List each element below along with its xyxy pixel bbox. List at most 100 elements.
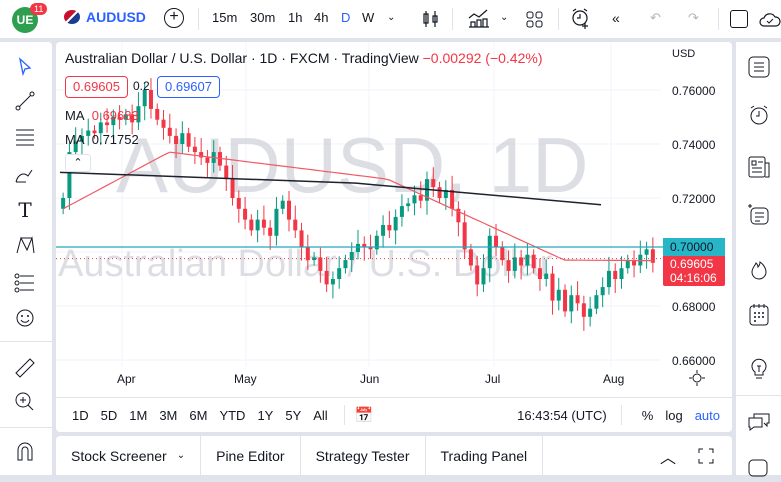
magnet-icon[interactable] bbox=[12, 438, 38, 464]
time-label: May bbox=[234, 372, 257, 386]
divider bbox=[198, 8, 199, 30]
prediction-icon[interactable] bbox=[12, 270, 38, 296]
divider bbox=[718, 8, 719, 30]
brush-icon[interactable] bbox=[12, 162, 38, 188]
last-price-label: 0.69605 04:16:06 bbox=[663, 256, 725, 286]
candles-chart-icon[interactable] bbox=[423, 10, 439, 28]
alerts-clock-icon[interactable] bbox=[746, 102, 772, 128]
cloud-save-icon[interactable] bbox=[759, 10, 781, 28]
utc-clock[interactable]: 16:43:54 (UTC) bbox=[517, 407, 607, 423]
pine-scripts-icon[interactable] bbox=[746, 202, 772, 228]
divider bbox=[0, 341, 52, 342]
last-price: 0.69605 bbox=[670, 257, 714, 271]
divider bbox=[620, 405, 622, 425]
maximize-icon[interactable] bbox=[698, 448, 714, 464]
sell-button[interactable]: 0.69605 bbox=[65, 76, 128, 98]
range-all[interactable]: All bbox=[313, 407, 328, 423]
emoji-icon[interactable] bbox=[12, 305, 38, 331]
divider bbox=[452, 8, 453, 30]
price-label: 0.72000 bbox=[672, 192, 716, 206]
interval-15m[interactable]: 15m bbox=[212, 10, 238, 25]
hline-price-label: 0.70000 bbox=[663, 238, 725, 256]
redo-icon[interactable]: ↷ bbox=[688, 10, 699, 25]
tab-strategy-tester[interactable]: Strategy Tester bbox=[301, 436, 426, 475]
tab-label: Strategy Tester bbox=[315, 447, 410, 464]
tab-label: Trading Panel bbox=[440, 447, 528, 464]
compare-add-icon[interactable]: + bbox=[164, 8, 184, 28]
price-change: −0.00292 (−0.42%) bbox=[422, 50, 543, 66]
alert-clock-icon[interactable] bbox=[570, 7, 592, 29]
log-toggle[interactable]: log bbox=[665, 407, 683, 423]
collapse-legend-button[interactable]: ⌃ bbox=[65, 154, 91, 172]
range-1d[interactable]: 1D bbox=[72, 407, 89, 423]
chart-legend-title: Australian Dollar / U.S. Dollar · 1D · F… bbox=[65, 50, 543, 66]
range-1y[interactable]: 1Y bbox=[257, 407, 274, 423]
right-widget-bar bbox=[736, 42, 781, 477]
zoom-in-icon[interactable] bbox=[12, 389, 38, 415]
range-3m[interactable]: 3M bbox=[159, 407, 178, 423]
range-5y[interactable]: 5Y bbox=[285, 407, 302, 423]
tab-trading-panel[interactable]: Trading Panel bbox=[426, 436, 544, 475]
news-icon[interactable] bbox=[746, 154, 772, 180]
buy-button[interactable]: 0.69607 bbox=[157, 76, 220, 98]
text-tool-icon[interactable]: T bbox=[18, 198, 32, 222]
interval-1h[interactable]: 1h bbox=[288, 10, 303, 25]
chevron-down-icon: ⌄ bbox=[176, 450, 186, 461]
hotlists-flame-icon[interactable] bbox=[746, 256, 772, 282]
indicators-icon[interactable] bbox=[468, 8, 490, 28]
ma-fast-legend[interactable]: MA 0.69683 bbox=[65, 108, 139, 123]
chevron-down-icon[interactable]: ⌄ bbox=[387, 12, 396, 23]
ma-label: MA bbox=[65, 108, 85, 123]
cursor-arrow-icon[interactable] bbox=[12, 54, 38, 80]
price-label: 0.76000 bbox=[672, 84, 716, 98]
interval-w[interactable]: W bbox=[362, 10, 375, 25]
ma-slow-legend[interactable]: MA 0.71752 bbox=[65, 132, 139, 147]
tab-stock-screener[interactable]: Stock Screener ⌄ bbox=[56, 436, 202, 475]
time-label: Jun bbox=[360, 372, 380, 386]
ma-label: MA bbox=[65, 132, 85, 147]
currency-flag-icon bbox=[64, 10, 80, 24]
auto-scale-toggle[interactable]: auto bbox=[694, 407, 720, 423]
ideas-lightbulb-icon[interactable] bbox=[746, 354, 772, 380]
ma-value: 0.71752 bbox=[91, 132, 139, 147]
fullscreen-square-icon[interactable] bbox=[730, 10, 748, 28]
divider bbox=[343, 405, 345, 425]
drawing-toolbar: T bbox=[0, 42, 52, 475]
symbol-description: Australian Dollar / U.S. Dollar · 1D · F… bbox=[65, 50, 419, 66]
fib-lines-icon[interactable] bbox=[12, 124, 38, 150]
go-to-date-icon[interactable]: 📅 bbox=[354, 407, 374, 424]
ruler-icon[interactable] bbox=[12, 355, 38, 381]
interval-30m[interactable]: 30m bbox=[250, 10, 276, 25]
time-label: Aug bbox=[603, 372, 625, 386]
divider bbox=[0, 427, 52, 428]
percent-toggle[interactable]: % bbox=[641, 407, 654, 423]
undo-icon[interactable]: ↶ bbox=[650, 10, 661, 25]
tab-pine-editor[interactable]: Pine Editor bbox=[201, 436, 301, 475]
price-label: 0.66000 bbox=[672, 354, 716, 368]
tab-label: Pine Editor bbox=[216, 447, 285, 464]
bottom-panel-tabs: Stock Screener ⌄ Pine Editor Strategy Tes… bbox=[56, 436, 732, 475]
range-1m[interactable]: 1M bbox=[129, 407, 148, 423]
price-chart-canvas[interactable]: AUDUSD, 1D Australian Dollar / U.S. Dolla… bbox=[56, 42, 732, 397]
chevron-up-icon[interactable]: ︿ bbox=[659, 449, 676, 467]
help-icon[interactable] bbox=[746, 456, 772, 482]
trend-line-icon[interactable] bbox=[12, 88, 38, 114]
symbol-search[interactable]: AUDUSD bbox=[64, 9, 146, 25]
chevron-down-icon[interactable]: ⌄ bbox=[500, 12, 509, 23]
range-6m[interactable]: 6M bbox=[189, 407, 208, 423]
chats-icon[interactable] bbox=[746, 410, 772, 436]
replay-icon[interactable]: « bbox=[612, 10, 620, 26]
interval-4h[interactable]: 4h bbox=[314, 10, 329, 25]
watchlist-icon[interactable] bbox=[746, 54, 772, 80]
pattern-icon[interactable] bbox=[12, 232, 38, 258]
layout-grid-icon[interactable] bbox=[526, 11, 544, 28]
range-5d[interactable]: 5D bbox=[100, 407, 118, 423]
chart-settings-sun-icon[interactable] bbox=[689, 370, 705, 386]
interval-d[interactable]: D bbox=[341, 10, 351, 25]
currency-selector[interactable]: USD bbox=[672, 48, 696, 60]
calendar-icon[interactable] bbox=[746, 302, 772, 328]
chart-panel[interactable]: AUDUSD, 1D Australian Dollar / U.S. Dolla… bbox=[56, 42, 732, 432]
range-ytd[interactable]: YTD bbox=[219, 407, 246, 423]
avatar-text: UE bbox=[16, 13, 34, 27]
range-bar: 1D 5D 1M 3M 6M YTD 1Y 5Y All 📅 16:43:54 … bbox=[56, 397, 732, 432]
